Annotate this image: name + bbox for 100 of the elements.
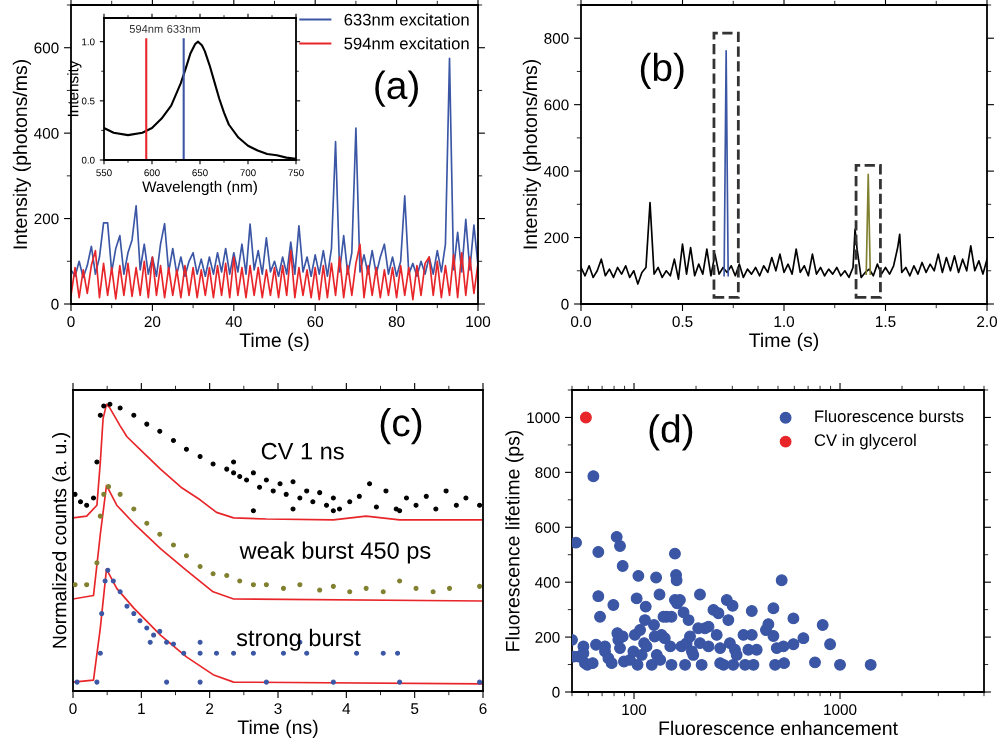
y-tick-label: 800	[544, 33, 569, 44]
point	[124, 603, 130, 609]
point	[197, 679, 203, 685]
x-tick-label: 2	[206, 703, 214, 714]
point	[477, 583, 483, 589]
point	[453, 502, 459, 508]
x-axis-title: Fluorescence enhancement	[659, 720, 898, 736]
point	[183, 553, 189, 559]
point	[131, 412, 137, 418]
point	[403, 495, 409, 501]
point	[363, 585, 369, 591]
point	[144, 421, 150, 427]
point	[131, 611, 137, 617]
point	[224, 466, 230, 472]
point	[397, 679, 403, 685]
y-tick-label: 400	[544, 165, 569, 177]
point	[224, 572, 230, 578]
x-tick-label: 6	[479, 703, 487, 715]
x-tick-label: 60	[307, 316, 324, 328]
x-tick-label: 0	[67, 316, 75, 328]
point	[354, 650, 360, 656]
annotation: weak burst 450 ps	[239, 541, 431, 564]
point	[477, 679, 483, 685]
x-tick-label: 80	[388, 316, 405, 328]
point	[250, 508, 256, 514]
point	[250, 470, 256, 476]
x-tick-label: 1	[138, 703, 145, 714]
point	[90, 495, 97, 501]
point	[157, 428, 163, 434]
x-tick-label: 100	[466, 316, 491, 328]
point	[290, 479, 296, 485]
chart-title: (c)	[380, 407, 422, 445]
point	[97, 412, 103, 418]
x-axis-title: Time (s)	[239, 332, 309, 351]
point	[330, 508, 336, 514]
point	[330, 495, 336, 501]
y-tick-label: 0.5	[81, 97, 95, 105]
point	[151, 632, 157, 638]
point	[157, 628, 163, 634]
point	[367, 481, 373, 487]
point	[237, 578, 243, 584]
x-axis-title: Time (ns)	[237, 719, 318, 738]
point	[231, 470, 237, 476]
point	[101, 403, 107, 409]
point	[84, 582, 90, 588]
x-tick-label: 5	[411, 703, 419, 715]
x-tick-label: 2.0	[977, 316, 998, 328]
x-tick-label: 700	[240, 169, 256, 177]
point	[263, 582, 269, 588]
point	[157, 531, 163, 537]
y-tick-label: 0	[561, 298, 569, 310]
point	[99, 611, 105, 617]
point	[380, 589, 386, 595]
x-axis-title: Time (s)	[749, 332, 819, 351]
y-tick-label: 200	[544, 232, 569, 244]
x-tick-label: 3	[274, 703, 282, 715]
text: (b)	[640, 52, 684, 89]
point	[330, 583, 336, 589]
x-tick-label: 1000	[824, 704, 857, 716]
point	[105, 567, 111, 573]
point	[101, 491, 107, 497]
point	[181, 650, 187, 656]
y-tick-label: 200	[535, 631, 560, 643]
point	[380, 650, 386, 656]
point	[257, 484, 263, 490]
point	[102, 578, 108, 584]
x-tick-label: 100	[622, 704, 647, 716]
y-axis-title: Intensity (photons/ms)	[522, 60, 541, 249]
point	[304, 650, 310, 656]
point	[373, 504, 379, 510]
point	[94, 560, 100, 566]
x-tick-label: 750	[288, 169, 304, 177]
point	[336, 506, 343, 512]
point	[137, 618, 143, 624]
point	[117, 405, 123, 411]
point	[413, 585, 419, 591]
y-tick-label: 1000	[527, 412, 560, 424]
point	[280, 585, 286, 591]
point	[73, 491, 78, 497]
point	[147, 639, 153, 645]
x-tick-label: 0	[69, 703, 77, 715]
y-axis-title: Normalized counts (a. u.)	[52, 433, 71, 648]
point	[94, 459, 100, 465]
point	[317, 490, 323, 496]
x-tick-label: 0.0	[570, 316, 592, 328]
point	[297, 582, 303, 588]
point	[250, 582, 256, 588]
y-tick-label: 600	[34, 42, 59, 54]
y-tick-label: 0	[51, 298, 59, 310]
point	[395, 650, 401, 656]
x-tick-label: 4	[342, 703, 351, 714]
y-tick-label: 1.0	[82, 38, 95, 46]
point	[270, 488, 276, 494]
point	[310, 499, 316, 505]
legend-label: Fluorescence bursts	[815, 410, 964, 423]
point	[170, 437, 176, 443]
point	[213, 650, 220, 656]
point	[117, 491, 123, 497]
point	[237, 474, 243, 480]
point	[94, 679, 100, 685]
